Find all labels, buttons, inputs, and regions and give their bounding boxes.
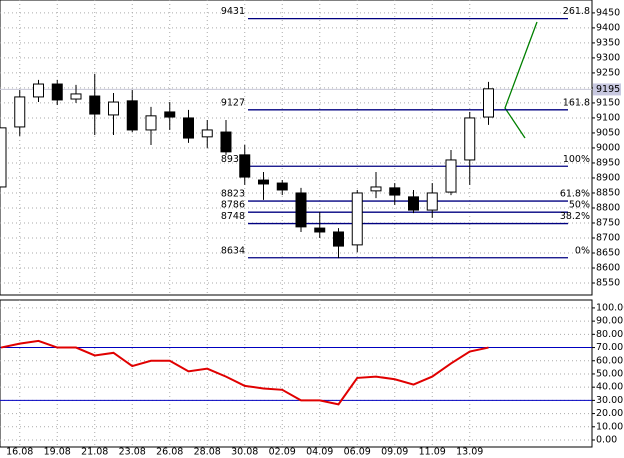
candle-body <box>239 154 251 178</box>
y-tick-label: 9100 <box>596 112 620 123</box>
y-tick-label: 8850 <box>596 187 620 198</box>
y-tick-label: 9450 <box>596 7 620 18</box>
candle-body <box>464 117 476 161</box>
fib-ratio-label: 61.8% <box>560 189 590 200</box>
y-tick-label: 9350 <box>596 37 620 48</box>
y-tick-label: 40.00 <box>596 382 623 393</box>
fib-ratio-label: 0% <box>575 245 590 256</box>
x-tick-label: 21.08 <box>81 447 108 458</box>
y-tick-label: 8650 <box>596 247 620 258</box>
y-tick-label: 8600 <box>596 262 620 273</box>
x-tick-label: 26.08 <box>156 447 183 458</box>
indicator-line <box>0 339 489 406</box>
candle-body <box>445 159 457 193</box>
candle-body <box>333 231 344 247</box>
candle-body <box>70 93 82 100</box>
candle-body <box>51 83 63 101</box>
candle-body <box>0 127 7 188</box>
y-tick-label: 9400 <box>596 22 620 33</box>
x-tick-label: 11.09 <box>419 447 446 458</box>
candle-body <box>483 88 494 118</box>
fib-ratio-label: 161.8 <box>563 97 590 108</box>
fib-price-label: 8748 <box>221 211 245 222</box>
fib-price-label: 8786 <box>221 200 245 211</box>
fib-price-label: 9127 <box>221 97 245 108</box>
x-tick-label: 16.08 <box>6 447 33 458</box>
y-tick-label: 8800 <box>596 202 620 213</box>
candle-body <box>314 227 326 233</box>
projection <box>504 21 538 139</box>
y-tick-label: 80.00 <box>596 329 623 340</box>
fib-price-label: 8634 <box>221 245 245 256</box>
candle-body <box>14 96 26 128</box>
x-tick-label: 13.09 <box>456 447 483 458</box>
candle-body <box>33 83 44 98</box>
y-tick-label: 10.00 <box>596 421 623 432</box>
candle-body <box>276 182 288 191</box>
y-tick-label: 8550 <box>596 277 620 288</box>
candle-body <box>201 129 213 138</box>
y-tick-label: 8950 <box>596 157 620 168</box>
y-tick-label: 8700 <box>596 232 620 243</box>
candle-body <box>295 192 307 228</box>
candle-body <box>89 95 101 115</box>
y-tick-label: 0.00 <box>596 435 617 446</box>
y-tick-label: 50.00 <box>596 368 623 379</box>
candle-body <box>126 100 138 131</box>
last-price-box <box>593 83 621 96</box>
last-price-label: 9195 <box>596 84 620 95</box>
y-tick-label: 8750 <box>596 217 620 228</box>
candle-body <box>145 115 157 131</box>
x-tick-label: 28.08 <box>194 447 221 458</box>
fib-price-label: 9431 <box>221 6 245 17</box>
y-tick-label: 70.00 <box>596 342 623 353</box>
fib-ratio-label: 50% <box>569 200 590 211</box>
y-tick-label: 9000 <box>596 142 620 153</box>
x-tick-label: 02.09 <box>269 447 296 458</box>
x-tick-label: 23.08 <box>119 447 146 458</box>
y-tick-label: 8900 <box>596 172 620 183</box>
candle-body <box>183 117 194 139</box>
candle-body <box>164 111 176 118</box>
x-tick-label: 09.09 <box>381 447 408 458</box>
y-tick-label: 9150 <box>596 97 620 108</box>
candle-body <box>426 192 438 211</box>
candle-body <box>108 101 119 116</box>
y-tick-label: 9050 <box>596 127 620 138</box>
y-tick-label: 9300 <box>596 52 620 63</box>
x-tick-label: 04.09 <box>306 447 333 458</box>
candle-body <box>258 179 269 185</box>
y-tick-label: 90.00 <box>596 316 623 327</box>
y-tick-label: 100.00 <box>596 302 624 313</box>
y-tick-label: 30.00 <box>596 395 623 406</box>
fib-ratio-label: 38.2% <box>560 211 590 222</box>
fib-price-label: 8823 <box>221 189 245 200</box>
y-tick-label: 20.00 <box>596 408 623 419</box>
x-tick-label: 19.08 <box>44 447 71 458</box>
fib-ratio-label: 100% <box>563 154 590 165</box>
y-tick-label: 9250 <box>596 67 620 78</box>
candle-body <box>370 186 382 192</box>
candle-body <box>220 131 232 153</box>
candle-body <box>389 187 401 196</box>
fib-price-label: 8939 <box>221 154 245 165</box>
candle-body <box>351 192 363 246</box>
x-tick-label: 06.09 <box>344 447 371 458</box>
y-tick-label: 60.00 <box>596 355 623 366</box>
candle-body <box>408 196 419 211</box>
x-tick-label: 30.08 <box>231 447 258 458</box>
fib-ratio-label: 261.8 <box>563 6 590 17</box>
